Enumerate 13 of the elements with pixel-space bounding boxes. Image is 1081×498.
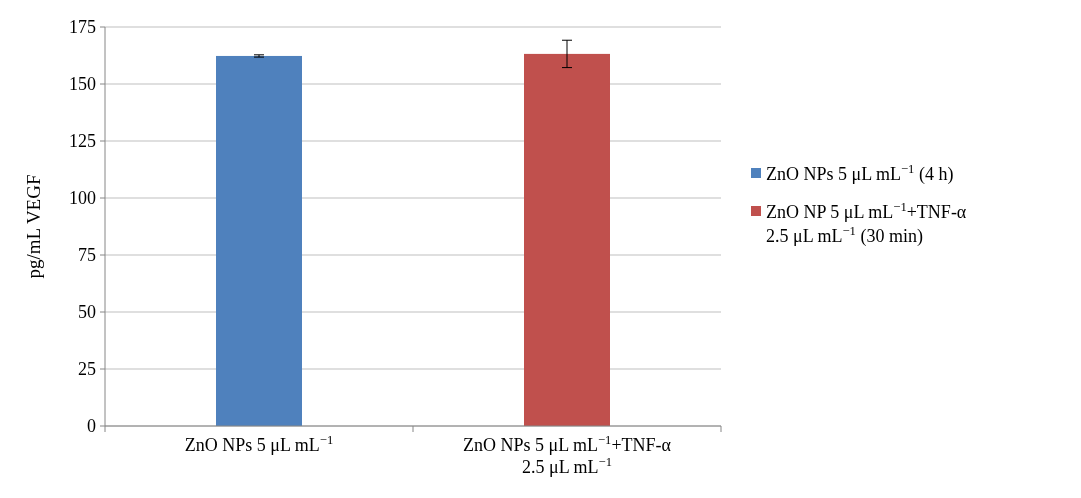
legend-label: ZnO NPs 5 μL mL$^{−1}$ (4 h) xyxy=(766,162,954,185)
x-tick-label: ZnO NPs 5 μL mL$^{−1}$ xyxy=(184,433,334,455)
y-tick-label: 150 xyxy=(69,74,96,94)
y-axis-title: pg/mL VEGF xyxy=(23,174,44,279)
y-tick-label: 0 xyxy=(87,416,96,436)
y-tick-label: 25 xyxy=(78,359,96,379)
y-tick-label: 125 xyxy=(69,131,96,151)
y-tick-label: 50 xyxy=(78,302,96,322)
x-tick-label: ZnO NPs 5 μL mL$^{−1}$+TNF-α 2.5 μL mL$^{−1}$ xyxy=(463,433,672,477)
y-tick-label: 100 xyxy=(69,188,96,208)
text: ZnO NP 5 μL mL$^{−1}$+TNF-α 2.5 μL mL$^{−1}$ (30 min) xyxy=(766,200,967,246)
y-tick-label: 75 xyxy=(78,245,96,265)
y-tick-label: 175 xyxy=(69,17,96,37)
